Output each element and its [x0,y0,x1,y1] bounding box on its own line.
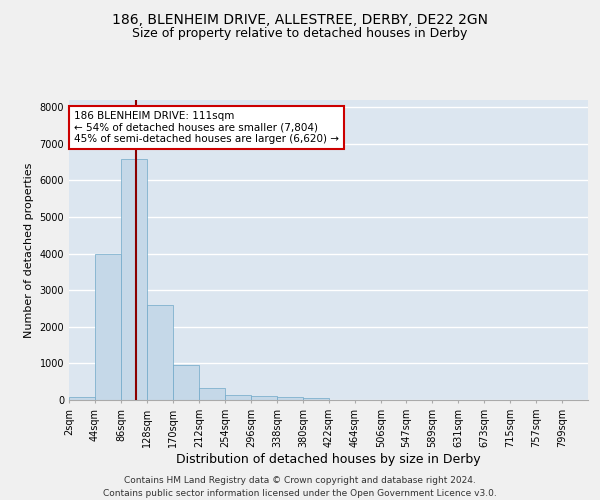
Y-axis label: Number of detached properties: Number of detached properties [24,162,34,338]
Bar [303,398,329,400]
Bar [225,395,251,400]
Text: Contains HM Land Registry data © Crown copyright and database right 2024.
Contai: Contains HM Land Registry data © Crown c… [103,476,497,498]
Bar [95,254,121,400]
Bar [69,397,95,400]
Text: 186, BLENHEIM DRIVE, ALLESTREE, DERBY, DE22 2GN: 186, BLENHEIM DRIVE, ALLESTREE, DERBY, D… [112,12,488,26]
Bar [199,388,225,400]
Bar [277,398,303,400]
X-axis label: Distribution of detached houses by size in Derby: Distribution of detached houses by size … [176,452,481,466]
Bar [121,158,147,400]
Bar [147,305,173,400]
Bar [173,365,199,400]
Text: 186 BLENHEIM DRIVE: 111sqm
← 54% of detached houses are smaller (7,804)
45% of s: 186 BLENHEIM DRIVE: 111sqm ← 54% of deta… [74,111,339,144]
Text: Size of property relative to detached houses in Derby: Size of property relative to detached ho… [133,28,467,40]
Bar [251,396,277,400]
